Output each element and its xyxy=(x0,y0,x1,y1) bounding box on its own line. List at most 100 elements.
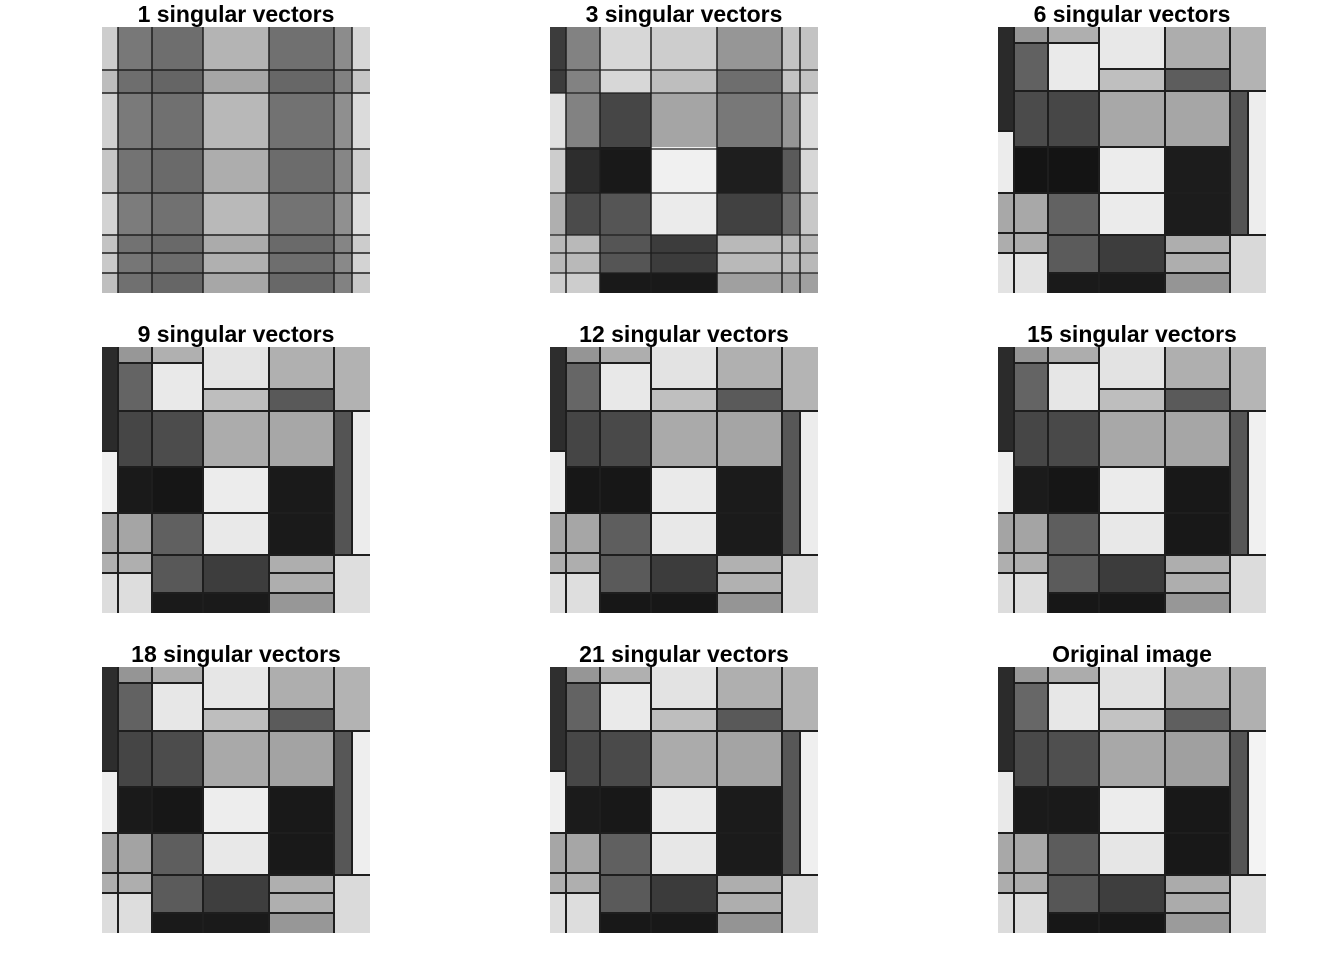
image-block xyxy=(550,93,566,147)
image-block xyxy=(102,893,152,933)
image-block xyxy=(1048,513,1099,555)
image-block xyxy=(203,411,269,467)
image-block xyxy=(102,347,118,451)
image-block xyxy=(152,235,203,253)
image-block xyxy=(1099,513,1165,555)
image-block xyxy=(717,235,818,273)
image-block xyxy=(102,553,152,573)
panel-rank-15: 15 singular vectors xyxy=(998,347,1266,613)
image-block xyxy=(550,235,600,273)
image-block xyxy=(600,27,651,93)
image-block xyxy=(566,347,600,363)
image-block xyxy=(118,683,152,731)
image-block xyxy=(1099,69,1165,91)
image-block xyxy=(269,149,334,193)
image-block xyxy=(269,731,334,787)
image-block xyxy=(600,787,651,833)
image-block xyxy=(1248,731,1266,875)
image-block xyxy=(550,451,566,513)
image-block xyxy=(118,411,152,467)
image-block xyxy=(717,731,782,787)
image-block xyxy=(717,467,782,555)
image-block xyxy=(651,27,717,70)
image-block xyxy=(1048,273,1165,293)
image-block xyxy=(102,253,118,273)
image-block xyxy=(352,235,370,253)
image-block xyxy=(651,513,717,555)
image-block xyxy=(800,411,818,555)
panel-rank-12: 12 singular vectors xyxy=(550,347,818,613)
image-block xyxy=(998,233,1048,253)
image-block xyxy=(600,273,717,293)
image-block xyxy=(651,93,717,147)
image-block xyxy=(203,149,269,193)
image-block xyxy=(717,347,782,389)
image-block xyxy=(1048,875,1099,913)
image-block xyxy=(152,593,269,613)
image-block xyxy=(800,147,818,193)
image-block xyxy=(566,667,600,683)
image-block xyxy=(102,273,118,293)
image-block xyxy=(203,731,269,787)
image-block xyxy=(152,253,203,273)
image-block xyxy=(1048,43,1099,91)
image-block xyxy=(717,27,782,70)
image-block xyxy=(600,683,651,731)
image-block xyxy=(1165,467,1230,555)
image-block xyxy=(651,555,717,593)
image-block xyxy=(334,273,352,293)
image-block xyxy=(600,411,651,467)
image-block xyxy=(269,27,334,70)
image-block xyxy=(203,235,269,253)
image-block xyxy=(203,27,269,70)
image-block xyxy=(566,363,600,411)
image-block xyxy=(152,731,203,787)
image-block xyxy=(651,411,717,467)
image-block xyxy=(352,253,370,273)
reconstructed-image xyxy=(550,347,818,613)
image-block xyxy=(118,273,152,293)
image-block xyxy=(550,573,600,613)
panel-rank-18: 18 singular vectors xyxy=(102,667,370,933)
image-block xyxy=(152,70,203,93)
image-block xyxy=(1248,91,1266,235)
image-block xyxy=(550,893,600,933)
reconstructed-image xyxy=(550,27,818,293)
image-block xyxy=(203,555,269,593)
image-block xyxy=(800,193,818,235)
image-block xyxy=(782,667,818,731)
image-block xyxy=(998,667,1014,771)
image-block xyxy=(118,193,152,235)
image-block xyxy=(651,235,717,273)
image-block xyxy=(203,833,269,875)
image-block xyxy=(118,93,152,149)
image-block xyxy=(269,709,334,731)
image-block xyxy=(1165,667,1230,709)
image-block xyxy=(152,913,269,933)
image-block xyxy=(334,70,352,93)
image-block xyxy=(334,347,370,411)
image-block xyxy=(203,667,269,709)
image-block xyxy=(566,787,600,833)
image-block xyxy=(566,683,600,731)
image-block xyxy=(1230,555,1266,613)
image-block xyxy=(1099,389,1165,411)
reconstructed-image xyxy=(102,347,370,613)
image-block xyxy=(1099,467,1165,513)
image-block xyxy=(550,873,600,893)
image-block xyxy=(651,193,717,235)
image-block xyxy=(717,593,782,613)
image-block xyxy=(1048,147,1099,193)
image-block xyxy=(782,347,818,411)
image-block xyxy=(1048,593,1165,613)
image-block xyxy=(1165,27,1230,69)
image-block xyxy=(1048,913,1165,933)
image-block xyxy=(152,347,203,363)
image-block xyxy=(600,875,651,913)
image-block xyxy=(1048,667,1099,683)
panel-original-image: Original image xyxy=(998,667,1266,933)
image-block xyxy=(269,193,334,235)
image-block xyxy=(1048,193,1099,235)
image-block xyxy=(566,147,600,193)
image-block xyxy=(998,553,1048,573)
